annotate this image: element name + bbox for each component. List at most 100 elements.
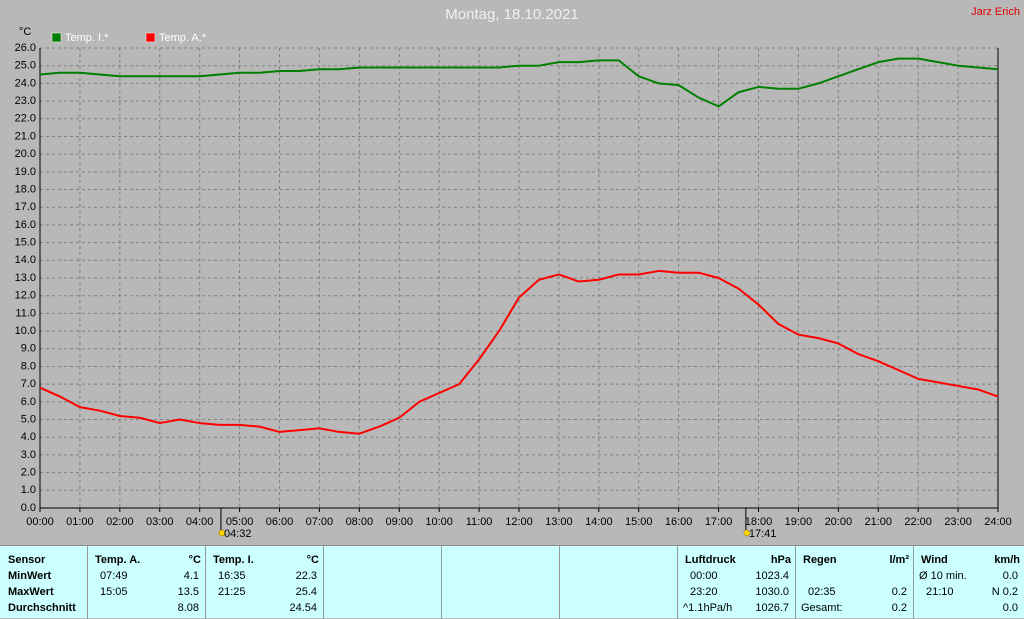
y-tick-label: 22.0	[15, 113, 36, 125]
table-text: l/m²	[889, 554, 909, 566]
x-tick-label: 07:00	[306, 516, 334, 528]
y-tick-label: 1.0	[21, 484, 36, 496]
x-tick-label: 14:00	[585, 516, 613, 528]
corner-text: Jarz Erich	[971, 6, 1020, 18]
x-tick-label: 15:00	[625, 516, 653, 528]
table-separator	[87, 546, 88, 619]
table-separator	[559, 546, 560, 619]
x-tick-label: 11:00	[466, 516, 493, 528]
table-text: 1030.0	[755, 586, 789, 598]
y-tick-label: 2.0	[21, 467, 36, 479]
chart-title: Montag, 18.10.2021	[445, 6, 578, 23]
table-text: 0.2	[891, 586, 907, 598]
table-text: 13.5	[177, 586, 199, 598]
y-tick-label: 15.0	[15, 237, 36, 249]
y-tick-label: 19.0	[15, 166, 36, 178]
table-text: 0.2	[891, 602, 907, 614]
table-text: 0.0	[1002, 570, 1018, 582]
table-text: 8.08	[177, 602, 199, 614]
table-text: MinWert	[8, 570, 52, 582]
table-text: 22.3	[295, 570, 317, 582]
table-text: km/h	[994, 554, 1020, 566]
table-text: °C	[306, 554, 319, 566]
y-tick-label: 26.0	[15, 42, 36, 54]
y-tick-label: 25.0	[15, 60, 36, 72]
y-tick-label: 11.0	[15, 307, 36, 319]
table-text: 16:35	[218, 570, 246, 582]
sun-icon	[218, 529, 226, 537]
y-axis-label: °C	[19, 26, 31, 38]
table-text: Regen	[803, 554, 837, 566]
y-tick-label: 0.0	[21, 502, 36, 514]
x-tick-label: 09:00	[385, 516, 413, 528]
legend-swatch	[145, 32, 156, 43]
y-tick-label: 14.0	[15, 254, 36, 266]
x-tick-label: 16:00	[665, 516, 693, 528]
summary-table: Sensor MinWert MaxWert Durchschnitt Temp. A.…	[0, 545, 1024, 619]
y-tick-label: 24.0	[15, 77, 36, 89]
x-tick-label: 22:00	[904, 516, 932, 528]
x-tick-label: 00:00	[26, 516, 54, 528]
table-separator	[913, 546, 914, 619]
y-tick-label: 6.0	[21, 396, 36, 408]
sun-time: 04:32	[224, 528, 252, 540]
y-tick-label: 5.0	[21, 413, 36, 425]
table-text: N 0.2	[991, 586, 1018, 598]
table-text: 1023.4	[755, 570, 789, 582]
y-tick-label: 7.0	[21, 378, 36, 390]
table-separator	[677, 546, 678, 619]
x-tick-label: 17:00	[705, 516, 733, 528]
table-text: Wind	[921, 554, 948, 566]
x-tick-label: 21:00	[864, 516, 892, 528]
table-text: 21:10	[926, 586, 954, 598]
y-tick-label: 18.0	[15, 183, 36, 195]
table-text: Luftdruck	[685, 554, 736, 566]
y-tick-label: 21.0	[15, 130, 36, 142]
table-text: 4.1	[183, 570, 199, 582]
y-tick-label: 20.0	[15, 148, 36, 160]
x-tick-label: 10:00	[425, 516, 453, 528]
table-text: 25.4	[295, 586, 317, 598]
x-tick-label: 08:00	[346, 516, 374, 528]
x-tick-label: 19:00	[785, 516, 813, 528]
x-tick-label: 13:00	[545, 516, 573, 528]
x-tick-label: 20:00	[825, 516, 853, 528]
x-tick-label: 18:00	[745, 516, 773, 528]
table-text: 00:00	[690, 570, 718, 582]
sun-icon	[743, 529, 751, 537]
x-tick-label: 02:00	[106, 516, 134, 528]
table-text: 24.54	[289, 602, 317, 614]
x-tick-label: 05:00	[226, 516, 254, 528]
y-tick-label: 4.0	[21, 431, 36, 443]
table-separator	[441, 546, 442, 619]
table-text: 02:35	[808, 586, 836, 598]
y-tick-label: 3.0	[21, 449, 36, 461]
series-line	[39, 57, 999, 108]
y-tick-label: 16.0	[15, 219, 36, 231]
table-text: 0.0	[1002, 602, 1018, 614]
table-separator	[323, 546, 324, 619]
table-text: 1026.7	[755, 602, 789, 614]
y-tick-label: 9.0	[21, 343, 36, 355]
x-tick-label: 06:00	[266, 516, 294, 528]
y-tick-label: 13.0	[15, 272, 36, 284]
legend-swatch	[51, 32, 62, 43]
table-text: Temp. A.	[95, 554, 141, 566]
x-tick-label: 23:00	[944, 516, 972, 528]
x-tick-label: 01:00	[66, 516, 94, 528]
table-text: hPa	[770, 554, 791, 566]
x-tick-label: 04:00	[186, 516, 214, 528]
table-text: MaxWert	[8, 586, 54, 598]
table-text: °C	[188, 554, 201, 566]
y-tick-label: 23.0	[15, 95, 36, 107]
legend-label: Temp. A.*	[159, 32, 207, 44]
table-text: Durchschnitt	[8, 602, 76, 614]
x-tick-label: 24:00	[984, 516, 1012, 528]
table-text: 15:05	[100, 586, 128, 598]
table-text: Sensor	[8, 554, 46, 566]
table-text: ^1.1hPa/h	[683, 602, 733, 614]
table-text: Temp. I.	[213, 554, 254, 566]
legend-label: Temp. I.*	[65, 32, 109, 44]
y-tick-label: 17.0	[15, 201, 36, 213]
